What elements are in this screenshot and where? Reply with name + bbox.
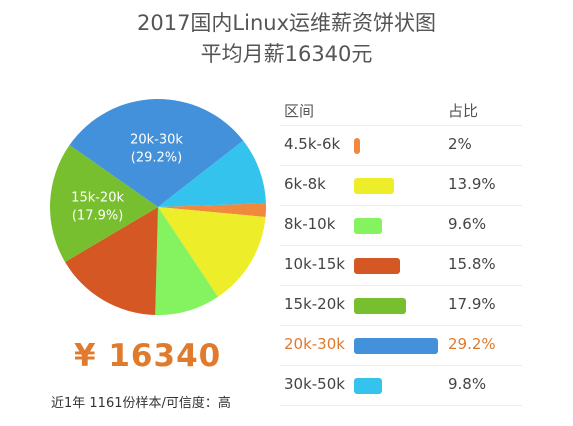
legend-header-row: 区间 占比 [280,92,522,126]
legend-range-label: 30k-50k [284,375,345,393]
legend-share-label: 13.9% [448,175,496,193]
legend-row-30k-50k: 30k-50k 9.8% [280,366,522,406]
legend-header-share: 占比 [448,102,479,120]
slice-label-15k-20k: 15k-20k [71,191,124,206]
legend-range-label: 8k-10k [284,215,336,233]
slice-value-label-15k-20k: (17.9%) [72,209,123,224]
legend-range-label: 15k-20k [284,295,345,313]
pie-slice-10k-15k [65,207,158,315]
legend-range-label: 20k-30k [284,335,345,353]
legend-range-label: 4.5k-6k [284,135,341,153]
average-salary-value: ¥ 16340 [74,338,222,374]
legend-header-range: 区间 [284,102,315,120]
legend-share-label: 9.6% [448,215,487,233]
legend-bar [354,218,382,234]
legend-bar [354,298,406,314]
chart-title: 2017国内Linux运维薪资饼状图 [136,11,437,35]
chart-subtitle: 平均月薪16340元 [200,42,373,66]
pie-slice-20k-30k [69,98,244,207]
legend-bar [354,338,438,354]
slice-label-20k-30k: 20k-30k [130,133,183,148]
legend-row-4.5k-6k: 4.5k-6k 2% [280,126,522,166]
legend-share-label: 9.8% [448,375,487,393]
pie-slice-30k-50k [158,140,266,207]
legend-share-label: 17.9% [448,295,496,313]
legend-range-label: 6k-8k [284,175,326,193]
legend-bar [354,378,383,394]
pie-chart: 20k-30k (29.2%) 15k-20k (17.9%) [49,98,266,315]
pie-slices [49,98,266,315]
legend-share-label: 29.2% [448,335,496,353]
slice-value-label-20k-30k: (29.2%) [131,151,182,166]
legend-table: 区间 占比 4.5k-6k 2% 6k-8k 13.9% 8k-10k 9.6% 10k-1… [280,92,522,406]
pie-slice-4.5k-6k [158,203,266,218]
legend-bar [354,258,400,274]
legend-row-8k-10k: 8k-10k 9.6% [280,206,522,246]
pie-slice-8k-10k [155,207,218,315]
legend-range-label: 10k-15k [284,255,345,273]
legend-bar [354,138,360,154]
legend-row-20k-30k: 20k-30k 29.2% [280,326,522,366]
legend-bar [354,178,394,194]
legend-share-label: 2% [448,135,472,153]
legend-row-10k-15k: 10k-15k 15.8% [280,246,522,286]
pie-slice-15k-20k [49,145,158,262]
legend-row-15k-20k: 15k-20k 17.9% [280,286,522,326]
pie-slice-labels: 20k-30k (29.2%) 15k-20k (17.9%) [71,133,183,224]
pie-slice-6k-8k [158,207,266,297]
sample-footnote: 近1年 1161份样本/可信度：高 [51,396,231,411]
legend-row-6k-8k: 6k-8k 13.9% [280,166,522,206]
legend-share-label: 15.8% [448,255,496,273]
